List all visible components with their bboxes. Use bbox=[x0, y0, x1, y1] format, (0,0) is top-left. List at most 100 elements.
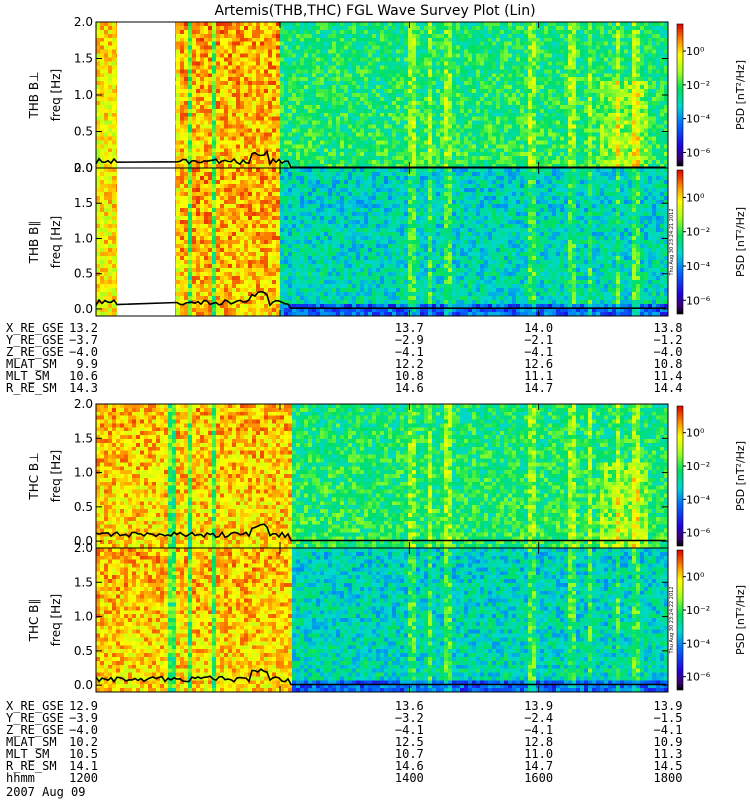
heatmap-cell bbox=[364, 34, 369, 38]
heatmap-cell bbox=[276, 30, 281, 34]
heatmap-cell bbox=[288, 117, 293, 121]
heatmap-cell bbox=[320, 125, 325, 129]
heatmap-cell bbox=[356, 148, 361, 152]
heatmap-cell bbox=[196, 50, 201, 54]
heatmap-cell bbox=[352, 140, 357, 144]
heatmap-cell bbox=[480, 160, 485, 164]
heatmap-cell bbox=[360, 38, 365, 42]
heatmap-cell bbox=[576, 46, 581, 50]
heatmap-cell bbox=[368, 46, 373, 50]
heatmap-cell bbox=[236, 54, 241, 58]
heatmap-cell bbox=[384, 97, 389, 101]
heatmap-cell bbox=[292, 26, 297, 30]
heatmap-cell bbox=[536, 105, 541, 109]
heatmap-cell bbox=[568, 61, 573, 65]
heatmap-cell bbox=[104, 93, 109, 97]
heatmap-cell bbox=[404, 136, 409, 140]
heatmap-cell bbox=[304, 73, 309, 77]
heatmap-cell bbox=[436, 117, 441, 121]
heatmap-cell bbox=[300, 113, 305, 117]
heatmap-cell bbox=[284, 97, 289, 101]
heatmap-cell bbox=[624, 42, 629, 46]
heatmap-cell bbox=[456, 101, 461, 105]
heatmap-cell bbox=[276, 46, 281, 50]
heatmap-cell bbox=[368, 148, 373, 152]
heatmap-cell bbox=[272, 117, 277, 121]
heatmap-cell bbox=[548, 109, 553, 113]
heatmap-cell bbox=[536, 144, 541, 148]
heatmap-cell bbox=[480, 152, 485, 156]
heatmap-cell bbox=[380, 97, 385, 101]
heatmap-cell bbox=[96, 109, 101, 113]
heatmap-cell bbox=[184, 50, 189, 54]
heatmap-cell bbox=[592, 140, 597, 144]
heatmap-cell bbox=[204, 129, 209, 133]
heatmap-cell bbox=[276, 61, 281, 65]
heatmap-cell bbox=[360, 50, 365, 54]
heatmap-cell bbox=[568, 140, 573, 144]
heatmap-cell bbox=[396, 77, 401, 81]
heatmap-cell bbox=[388, 89, 393, 93]
heatmap-cell bbox=[436, 101, 441, 105]
heatmap-cell bbox=[588, 77, 593, 81]
heatmap-cell bbox=[360, 121, 365, 125]
heatmap-cell bbox=[292, 46, 297, 50]
heatmap-cell bbox=[560, 117, 565, 121]
heatmap-cell bbox=[596, 113, 601, 117]
heatmap-cell bbox=[112, 34, 117, 38]
heatmap-cell bbox=[464, 77, 469, 81]
heatmap-cell bbox=[176, 38, 181, 42]
heatmap-cell bbox=[252, 93, 257, 97]
heatmap-cell bbox=[596, 125, 601, 129]
heatmap-cell bbox=[480, 73, 485, 77]
heatmap-cell bbox=[316, 121, 321, 125]
heatmap-cell bbox=[400, 22, 405, 26]
heatmap-cell bbox=[376, 73, 381, 77]
heatmap-cell bbox=[612, 85, 617, 89]
heatmap-cell bbox=[616, 89, 621, 93]
heatmap-cell bbox=[368, 22, 373, 26]
heatmap-cell bbox=[508, 148, 513, 152]
heatmap-cell bbox=[200, 132, 205, 136]
heatmap-cell bbox=[532, 89, 537, 93]
heatmap-cell bbox=[588, 144, 593, 148]
heatmap-cell bbox=[324, 97, 329, 101]
heatmap-cell bbox=[440, 160, 445, 164]
heatmap-cell bbox=[508, 77, 513, 81]
heatmap-cell bbox=[244, 61, 249, 65]
heatmap-cell bbox=[588, 38, 593, 42]
heatmap-cell bbox=[416, 50, 421, 54]
heatmap-cell bbox=[528, 58, 533, 62]
heatmap-cell bbox=[308, 50, 313, 54]
heatmap-cell bbox=[540, 30, 545, 34]
heatmap-cell bbox=[316, 152, 321, 156]
heatmap-cell bbox=[456, 22, 461, 26]
heatmap-cell bbox=[232, 109, 237, 113]
heatmap-cell bbox=[216, 125, 221, 129]
heatmap-cell bbox=[480, 113, 485, 117]
heatmap-cell bbox=[284, 93, 289, 97]
heatmap-cell bbox=[224, 136, 229, 140]
heatmap-cell bbox=[432, 132, 437, 136]
heatmap-cell bbox=[252, 30, 257, 34]
heatmap-cell bbox=[260, 34, 265, 38]
heatmap-cell bbox=[436, 38, 441, 42]
heatmap-cell bbox=[204, 156, 209, 160]
heatmap-cell bbox=[100, 125, 105, 129]
heatmap-cell bbox=[620, 26, 625, 30]
heatmap-cell bbox=[208, 121, 213, 125]
heatmap-cell bbox=[260, 69, 265, 73]
heatmap-cell bbox=[208, 109, 213, 113]
heatmap-cell bbox=[432, 105, 437, 109]
heatmap-cell bbox=[376, 42, 381, 46]
heatmap-cell bbox=[508, 22, 513, 26]
heatmap-cell bbox=[336, 93, 341, 97]
heatmap-cell bbox=[456, 61, 461, 65]
heatmap-cell bbox=[380, 38, 385, 42]
heatmap-cell bbox=[228, 26, 233, 30]
heatmap-cell bbox=[316, 93, 321, 97]
heatmap-cell bbox=[496, 46, 501, 50]
heatmap-cell bbox=[288, 97, 293, 101]
heatmap-cell bbox=[300, 69, 305, 73]
heatmap-cell bbox=[388, 105, 393, 109]
